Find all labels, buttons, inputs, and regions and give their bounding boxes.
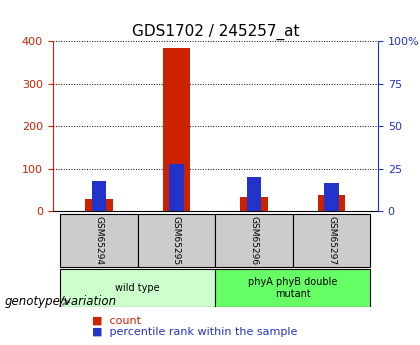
Bar	[169, 164, 184, 211]
Bar	[163, 48, 190, 211]
FancyBboxPatch shape	[293, 214, 370, 267]
Bar	[247, 177, 262, 211]
Text: GSM65296: GSM65296	[249, 216, 258, 265]
Bar	[240, 197, 268, 211]
Text: phyA phyB double
mutant: phyA phyB double mutant	[248, 277, 337, 299]
FancyBboxPatch shape	[215, 214, 293, 267]
FancyBboxPatch shape	[138, 214, 215, 267]
Text: ■  percentile rank within the sample: ■ percentile rank within the sample	[92, 327, 298, 337]
Title: GDS1702 / 245257_at: GDS1702 / 245257_at	[131, 24, 299, 40]
Bar	[92, 181, 106, 211]
Bar	[324, 183, 339, 211]
Text: genotype/variation: genotype/variation	[4, 295, 116, 308]
Bar	[318, 195, 345, 211]
Text: ■  count: ■ count	[92, 316, 142, 326]
Text: GSM65297: GSM65297	[327, 216, 336, 265]
Text: GSM65294: GSM65294	[94, 216, 103, 265]
Text: wild type: wild type	[116, 283, 160, 293]
Text: GSM65295: GSM65295	[172, 216, 181, 265]
FancyBboxPatch shape	[215, 269, 370, 307]
FancyBboxPatch shape	[60, 269, 215, 307]
Bar	[85, 199, 113, 211]
FancyBboxPatch shape	[60, 214, 138, 267]
